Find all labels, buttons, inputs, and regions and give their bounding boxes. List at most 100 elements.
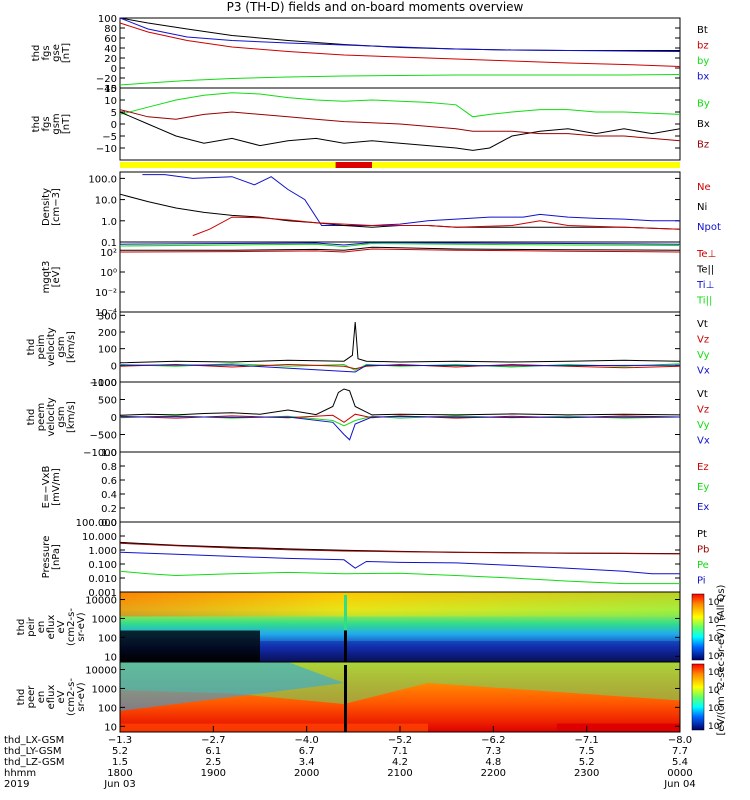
quality-bar <box>120 162 680 168</box>
y-axis-label: thd <box>31 116 42 133</box>
colorbar-tick-label: 10⁸ <box>708 668 723 678</box>
y-axis-label: thd <box>16 619 27 636</box>
x-tick-label: 1900 <box>201 768 226 779</box>
y-tick-label: 0 <box>111 361 117 372</box>
colorbar-tick-label: 10⁸ <box>708 598 723 608</box>
x-tick-label: 2.5 <box>205 757 221 768</box>
x-tick-label: 6.7 <box>299 746 315 757</box>
colorbar <box>691 663 705 731</box>
y-axis-label: [km/s] <box>66 331 77 363</box>
ion-spectrogram-upper <box>120 592 680 617</box>
legend-entry: Ne <box>697 182 711 193</box>
y-tick-label: 10000 <box>85 596 117 607</box>
series-line <box>120 246 681 251</box>
legend-entry: Pt <box>697 529 707 540</box>
electron-spectrogram-dropout <box>344 665 347 732</box>
colorbar-tick-label: 10⁶ <box>708 686 723 696</box>
colorbar-tick-label: 10² <box>708 722 723 732</box>
series-line <box>119 388 681 416</box>
legend-entry: Vx <box>697 436 710 447</box>
y-axis-label: velocity <box>46 397 57 436</box>
x-tick-label: 4.2 <box>392 757 408 768</box>
legend-entry: Ti⊥ <box>696 280 714 291</box>
y-axis-label: thd <box>26 339 37 356</box>
x-tick-label: −6.2 <box>481 735 505 746</box>
panel-frame <box>119 17 681 89</box>
y-axis-label: [nT] <box>61 114 72 134</box>
y-axis-label: eV <box>56 690 67 703</box>
y-tick-label: −1000 <box>83 448 117 459</box>
x-tick-label: 2200 <box>481 768 506 779</box>
panel-frame <box>119 521 681 593</box>
electron-spectrogram-cool-region <box>120 662 344 711</box>
y-tick-label: 0.001 <box>88 588 117 599</box>
series-line <box>192 216 681 237</box>
y-tick-label: 10⁰ <box>100 268 117 279</box>
x-tick-label: −5.2 <box>388 735 412 746</box>
y-tick-label: 100 <box>98 14 117 25</box>
legend-entry: By <box>697 98 710 109</box>
x-tick-label: 5.4 <box>672 757 688 768</box>
x-row-label: thd_LZ-GSM <box>4 757 65 768</box>
ion-spectrogram-dark-region <box>120 630 260 662</box>
legend-entry: bz <box>697 40 709 51</box>
x-tick-label: 0000 <box>667 768 692 779</box>
series-line <box>119 321 681 364</box>
y-axis-label: gsm <box>51 113 62 134</box>
y-axis-label: (cm2-s- <box>66 608 77 646</box>
y-tick-label: 0 <box>111 64 117 75</box>
y-tick-label: 1.0 <box>101 217 117 228</box>
y-tick-label: 100 <box>98 633 117 644</box>
y-axis-label: [nT] <box>61 43 72 63</box>
x-tick-label: 2300 <box>574 768 599 779</box>
y-tick-label: 10⁻⁴ <box>95 308 117 319</box>
series-line <box>119 363 681 371</box>
x-row-label: 2019 <box>4 779 29 790</box>
legend-entry: Bx <box>697 119 710 130</box>
series-line <box>119 111 681 151</box>
y-tick-label: −100 <box>90 378 117 389</box>
y-tick-label: 60 <box>104 34 117 45</box>
y-tick-label: 10⁻² <box>95 288 117 299</box>
legend-entry: Vt <box>697 389 708 400</box>
quality-bar-flag <box>335 162 372 168</box>
y-tick-label: 80 <box>104 24 117 35</box>
y-tick-label: 15 <box>104 84 117 95</box>
y-tick-label: 10.0 <box>95 196 117 207</box>
legend-entry: Vy <box>697 350 710 361</box>
y-tick-label: 0.6 <box>101 476 117 487</box>
y-axis-label: Pressure <box>41 536 52 579</box>
ion-spectrogram-low-band <box>260 641 680 662</box>
legend-entry: Pb <box>697 544 709 555</box>
y-tick-label: 10.000 <box>82 532 117 543</box>
series-line <box>119 363 681 370</box>
colorbar-tick-label: 10⁴ <box>708 634 723 644</box>
y-tick-label: 100.0 <box>88 174 117 185</box>
x-tick-label: −8.0 <box>668 735 692 746</box>
x-tick-label: −2.7 <box>201 735 225 746</box>
y-axis-label: en <box>36 691 47 704</box>
electron-spectrogram-low-band-right <box>556 723 680 732</box>
x-row-label: thd_LX-GSM <box>4 735 64 746</box>
series-line <box>119 364 681 373</box>
x-tick-label: 2000 <box>294 768 319 779</box>
y-axis-label: E=−VxB <box>41 466 52 509</box>
y-axis-label: [km/s] <box>66 401 77 433</box>
y-axis-label: peim <box>36 334 47 359</box>
series-line <box>119 241 681 246</box>
y-tick-label: 300 <box>98 311 117 322</box>
y-tick-label: 0.1 <box>101 238 117 249</box>
colorbar-tick-label: 10² <box>708 652 723 662</box>
y-tick-label: 500 <box>98 396 117 407</box>
y-axis-label: en <box>36 621 47 634</box>
y-tick-label: 0.010 <box>88 574 117 585</box>
legend-entry: Ni <box>697 202 707 213</box>
series-line <box>119 416 681 441</box>
series-line <box>119 17 681 52</box>
y-tick-label: 0 <box>111 413 117 424</box>
legend-entry: Bt <box>697 25 708 36</box>
y-axis-label: [nPa] <box>51 544 62 570</box>
colorbar-tick-label: 10⁶ <box>708 616 723 626</box>
legend-entry: Vz <box>697 404 709 415</box>
